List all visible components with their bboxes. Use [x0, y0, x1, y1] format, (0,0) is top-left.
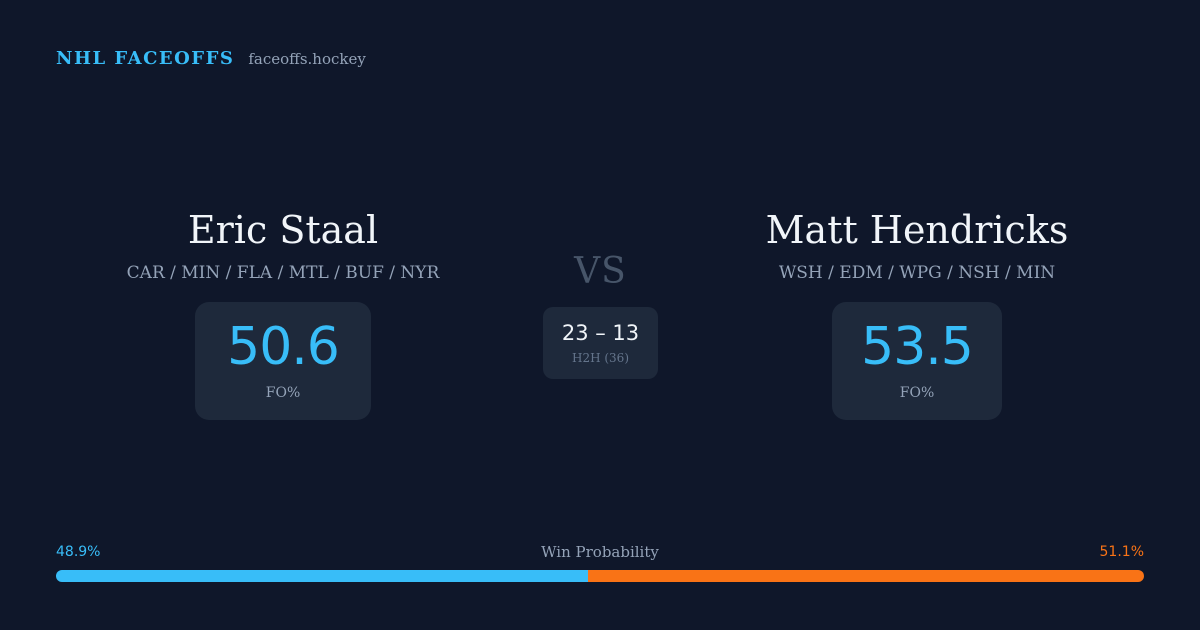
win-probability-right-segment [588, 570, 1144, 582]
player-left-name: Eric Staal [187, 208, 379, 252]
player-left: Eric Staal CAR / MIN / FLA / MTL / BUF /… [53, 204, 513, 420]
win-probability-title: Win Probability [541, 543, 659, 561]
brand-url: faceoffs.hockey [248, 50, 366, 68]
h2h-card: 23 – 13 H2H (36) [543, 307, 658, 379]
brand-header: NHL FACEOFFS faceoffs.hockey [56, 48, 366, 69]
player-left-teams: CAR / MIN / FLA / MTL / BUF / NYR [126, 263, 440, 283]
player-right-teams: WSH / EDM / WPG / NSH / MIN [778, 263, 1056, 283]
h2h-score: 23 – 13 [561, 321, 640, 345]
vs-label: VS [574, 251, 627, 292]
win-probability-bar [56, 570, 1144, 582]
player-right-stat-card: 53.5 FO% [832, 302, 1002, 420]
player-left-fo-label: FO% [265, 385, 301, 401]
player-left-fo-value: 50.6 [227, 317, 340, 377]
player-right-fo-value: 53.5 [861, 317, 974, 377]
h2h-label: H2H (36) [571, 351, 629, 365]
win-probability-left-label: 48.9% [56, 544, 101, 560]
player-right-fo-label: FO% [899, 385, 935, 401]
player-left-stat-card: 50.6 FO% [195, 302, 371, 420]
player-right-name: Matt Hendricks [765, 208, 1069, 252]
win-probability-right-label: 51.1% [1099, 544, 1144, 560]
win-probability-left-segment [56, 570, 589, 582]
player-right: Matt Hendricks WSH / EDM / WPG / NSH / M… [687, 204, 1147, 420]
brand-name: NHL FACEOFFS [56, 48, 235, 69]
